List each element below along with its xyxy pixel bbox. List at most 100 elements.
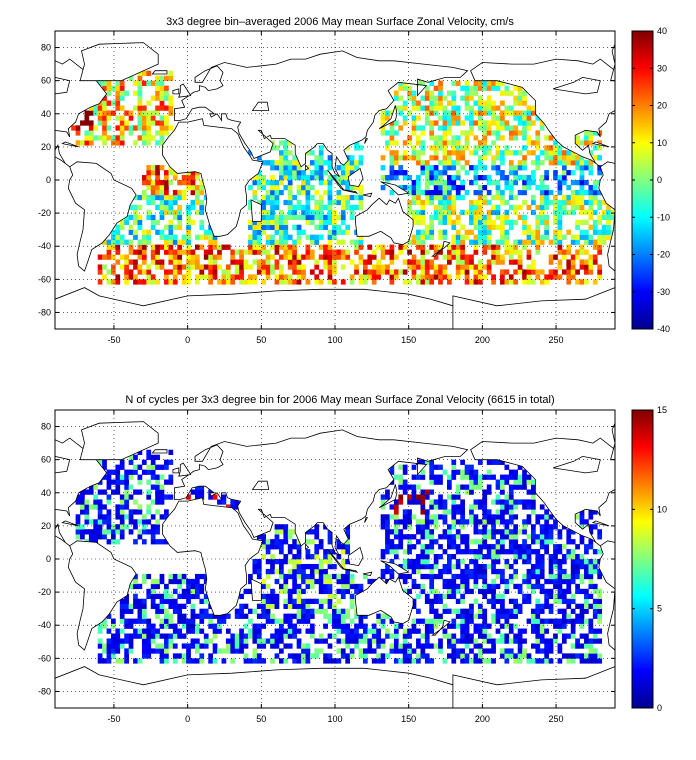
bin-cell [526,274,532,280]
bin-cell [97,623,103,629]
bin-cell [539,524,545,530]
bin-cell [451,184,457,191]
bin-cell [106,514,112,520]
bin-cell [102,643,107,649]
bin-cell [111,529,116,535]
bin-cell [119,519,125,525]
bin-cell [398,623,404,629]
bin-cell [265,189,271,196]
bin-cell [455,549,461,555]
bin-cell [398,563,404,570]
bin-cell [292,583,297,590]
bin-cell [411,145,417,151]
bin-cell [517,90,523,96]
bin-cell [177,239,183,245]
bin-cell [137,279,143,285]
bin-cell [429,229,435,235]
bin-cell [447,100,452,106]
bin-cell [579,204,585,211]
bin-cell [345,628,351,634]
bin-cell [208,264,213,270]
bin-cell [447,249,452,255]
bin-cell [164,539,169,545]
bin-cell [239,628,244,634]
bin-cell [155,175,160,181]
bin-cell [500,100,505,106]
bin-cell [455,519,461,525]
bin-cell [115,628,121,634]
bin-cell [177,259,183,265]
bin-cell [557,184,563,191]
bin-cell [402,658,408,664]
bin-cell [385,613,390,619]
bin-cell [119,239,125,245]
bin-cell [256,653,262,659]
bin-cell [477,653,483,659]
bin-cell [119,514,125,520]
bin-cell [592,219,598,225]
bin-cell [128,115,134,121]
bin-cell [460,549,465,555]
bin-cell [181,279,187,285]
bin-cell [544,135,549,141]
bin-cell [270,603,275,609]
bin-cell [539,209,545,216]
bin-cell [469,489,474,495]
bin-cell [420,125,426,131]
bin-cell [486,544,492,550]
bin-cell [460,95,465,101]
bin-cell [513,165,519,171]
bin-cell [508,474,514,480]
bin-cell [128,623,134,629]
bin-cell [137,489,143,495]
bin-cell [553,274,558,280]
bin-cell [455,494,461,500]
bin-cell [385,563,390,570]
bin-cell [380,254,386,260]
bin-cell [447,150,452,156]
bin-cell [177,214,183,221]
bin-cell [301,653,306,659]
bin-cell [115,469,121,475]
bin-cell [385,115,390,121]
bin-cell [270,194,275,201]
bin-cell [124,504,129,510]
bin-cell [380,568,386,575]
bin-cell [309,613,315,619]
bin-cell [270,554,275,560]
bin-cell [402,534,408,540]
bin-cell [314,563,320,570]
bin-cell [323,264,328,270]
bin-cell [195,234,200,240]
bin-cell [305,199,311,206]
landmass [347,546,364,567]
bin-cell [190,583,196,590]
bin-cell [146,214,152,221]
bin-cell [155,499,160,505]
bin-cell [133,509,138,515]
bin-cell [500,633,505,639]
bin-cell [155,120,160,126]
bin-cell [323,613,328,619]
bin-cell [513,529,519,535]
bin-cell [332,214,337,221]
bin-cell [402,638,408,644]
bin-cell [168,229,174,235]
bin-cell [155,204,160,211]
bin-cell [579,209,585,216]
bin-cell [106,100,112,106]
bin-cell [477,484,483,490]
bin-cell [526,554,532,560]
bin-cell [75,514,81,520]
bin-cell [522,244,527,250]
bin-cell [261,180,267,186]
bin-cell [111,618,116,624]
bin-cell [570,618,576,624]
bin-cell [137,449,143,455]
bin-cell [535,583,541,590]
bin-cell [561,613,567,619]
bin-cell [469,549,474,555]
bin-cell [531,110,536,116]
bin-cell [597,593,603,600]
